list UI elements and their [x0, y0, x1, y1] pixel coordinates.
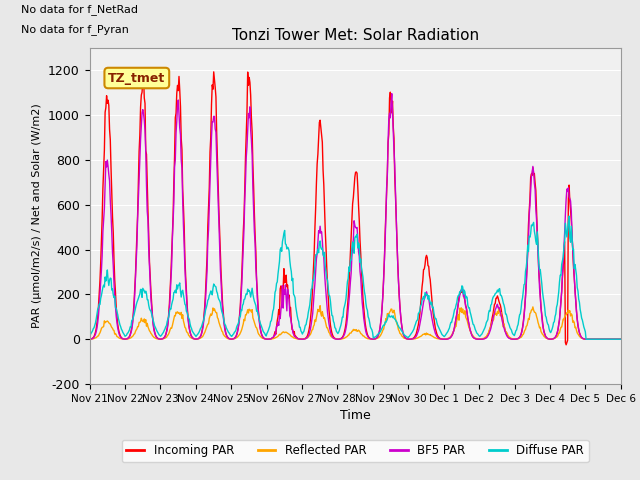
Incoming PAR [204, 224, 212, 229]
BF5 PAR [86, 336, 93, 342]
Text: TZ_tmet: TZ_tmet [108, 72, 166, 84]
Line: Diffuse PAR: Diffuse PAR [90, 216, 621, 339]
X-axis label: Time: Time [340, 409, 371, 422]
Text: No data for f_NetRad: No data for f_NetRad [20, 4, 138, 15]
Line: BF5 PAR: BF5 PAR [90, 94, 621, 339]
Incoming PAR [233, 332, 241, 337]
Reflected PAR [150, 335, 157, 340]
Y-axis label: PAR (μmol/m2/s) / Net and Solar (W/m2): PAR (μmol/m2/s) / Net and Solar (W/m2) [33, 104, 42, 328]
Diffuse PAR [95, 301, 103, 307]
Diffuse PAR [150, 320, 157, 325]
Diffuse PAR [565, 213, 573, 219]
Reflected PAR [436, 336, 444, 342]
Incoming PAR [210, 69, 218, 75]
Incoming PAR [436, 336, 444, 341]
BF5 PAR [436, 336, 444, 342]
BF5 PAR [204, 239, 212, 244]
Reflected PAR [86, 336, 93, 342]
BF5 PAR [95, 303, 103, 309]
Diffuse PAR [420, 294, 428, 300]
Incoming PAR [563, 342, 570, 348]
Legend: Incoming PAR, Reflected PAR, BF5 PAR, Diffuse PAR: Incoming PAR, Reflected PAR, BF5 PAR, Di… [122, 440, 589, 462]
Diffuse PAR [435, 325, 443, 331]
Reflected PAR [420, 331, 428, 337]
Reflected PAR [95, 331, 103, 337]
Incoming PAR [150, 325, 157, 331]
Diffuse PAR [582, 336, 590, 342]
Diffuse PAR [617, 336, 625, 342]
BF5 PAR [232, 334, 240, 340]
Line: Incoming PAR: Incoming PAR [90, 72, 621, 345]
BF5 PAR [150, 327, 157, 333]
Reflected PAR [232, 335, 240, 341]
BF5 PAR [420, 296, 428, 302]
Reflected PAR [617, 336, 625, 342]
Diffuse PAR [204, 297, 212, 303]
Line: Reflected PAR: Reflected PAR [90, 306, 621, 339]
Incoming PAR [617, 336, 625, 342]
Incoming PAR [86, 336, 93, 342]
Reflected PAR [316, 303, 324, 309]
Text: No data for f_Pyran: No data for f_Pyran [20, 24, 129, 36]
Incoming PAR [95, 290, 103, 296]
BF5 PAR [617, 336, 625, 342]
Title: Tonzi Tower Met: Solar Radiation: Tonzi Tower Met: Solar Radiation [232, 28, 479, 43]
Incoming PAR [420, 266, 428, 272]
Diffuse PAR [86, 333, 93, 338]
BF5 PAR [388, 91, 396, 96]
Reflected PAR [204, 321, 212, 327]
Diffuse PAR [232, 327, 240, 333]
